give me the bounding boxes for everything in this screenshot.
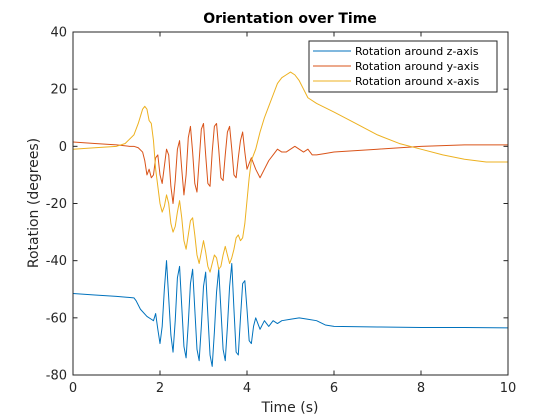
x-tick-label: 6 <box>330 381 338 396</box>
series-line-x-axis <box>72 71 508 273</box>
y-tick-label: -40 <box>46 254 67 269</box>
series-line-z-axis <box>72 260 509 367</box>
x-tick-label: 2 <box>156 381 164 396</box>
legend: Rotation around z-axis Rotation around y-… <box>308 40 498 93</box>
series-layer <box>72 71 509 367</box>
x-tick-label: 8 <box>417 381 425 396</box>
y-tick-label: 40 <box>50 26 67 41</box>
x-tick-label: 10 <box>500 381 517 396</box>
y-tick-label: -80 <box>46 369 67 384</box>
chart-title: Orientation over Time <box>203 11 377 27</box>
legend-entry: Rotation around y-axis <box>355 60 479 73</box>
y-tick-label: -20 <box>46 197 67 212</box>
legend-entry: Rotation around x-axis <box>355 75 479 88</box>
y-tick-label: -60 <box>46 311 67 326</box>
ticks-layer: 0 2 4 6 8 10 -80 -60 -40 -20 0 20 40 <box>46 26 517 397</box>
y-tick-label: 0 <box>59 140 67 155</box>
y-axis-label: Rotation (degrees) <box>26 138 42 268</box>
legend-entry: Rotation around z-axis <box>355 45 479 58</box>
y-tick-label: 20 <box>50 83 67 98</box>
x-axis-label: Time (s) <box>261 400 319 416</box>
x-tick-label: 4 <box>243 381 251 396</box>
series-line-y-axis <box>72 122 508 204</box>
x-tick-label: 0 <box>69 381 77 396</box>
